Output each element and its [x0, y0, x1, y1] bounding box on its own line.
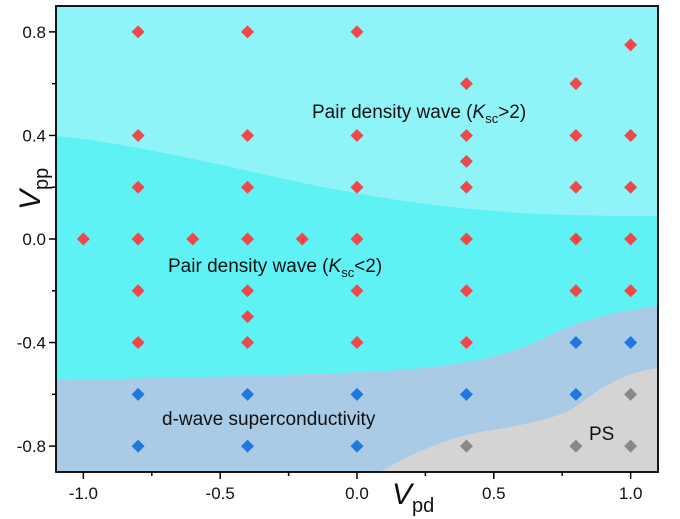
x-axis-label: V pd: [392, 478, 434, 517]
pdw-high-sub: sc: [485, 111, 499, 126]
y-tick-label: -0.8: [17, 437, 46, 456]
pdw-high-post: >2): [498, 102, 526, 123]
y-axis-ticks: 0.8 0.4 0.0 -0.4 -0.8: [17, 23, 56, 456]
x-axis-ticks: -1.0 -0.5 0.0 0.5 1.0: [69, 472, 643, 503]
x-tick-label: -1.0: [69, 484, 98, 503]
x-tick-label: 0.0: [345, 484, 369, 503]
region-label-dsc: d-wave superconductivity: [162, 409, 376, 430]
x-tick-label: -0.5: [206, 484, 235, 503]
y-tick-label: -0.4: [17, 334, 46, 353]
y-axis-label: V pp: [14, 168, 53, 210]
x-tick-label: 0.5: [482, 484, 506, 503]
y-tick-label: 0.0: [22, 230, 46, 249]
y-axis-label-sub: pp: [31, 168, 53, 190]
x-tick-label: 1.0: [619, 484, 643, 503]
pdw-low-sub: sc: [341, 265, 355, 280]
y-tick-label: 0.4: [22, 126, 46, 145]
pdw-low-post: <2): [354, 256, 382, 277]
region-label-ps: PS: [589, 424, 614, 445]
pdw-low-pre: Pair density wave (: [168, 256, 329, 277]
pdw-high-pre: Pair density wave (: [312, 102, 473, 123]
y-tick-label: 0.8: [22, 23, 46, 42]
x-axis-label-sub: pd: [412, 495, 434, 517]
